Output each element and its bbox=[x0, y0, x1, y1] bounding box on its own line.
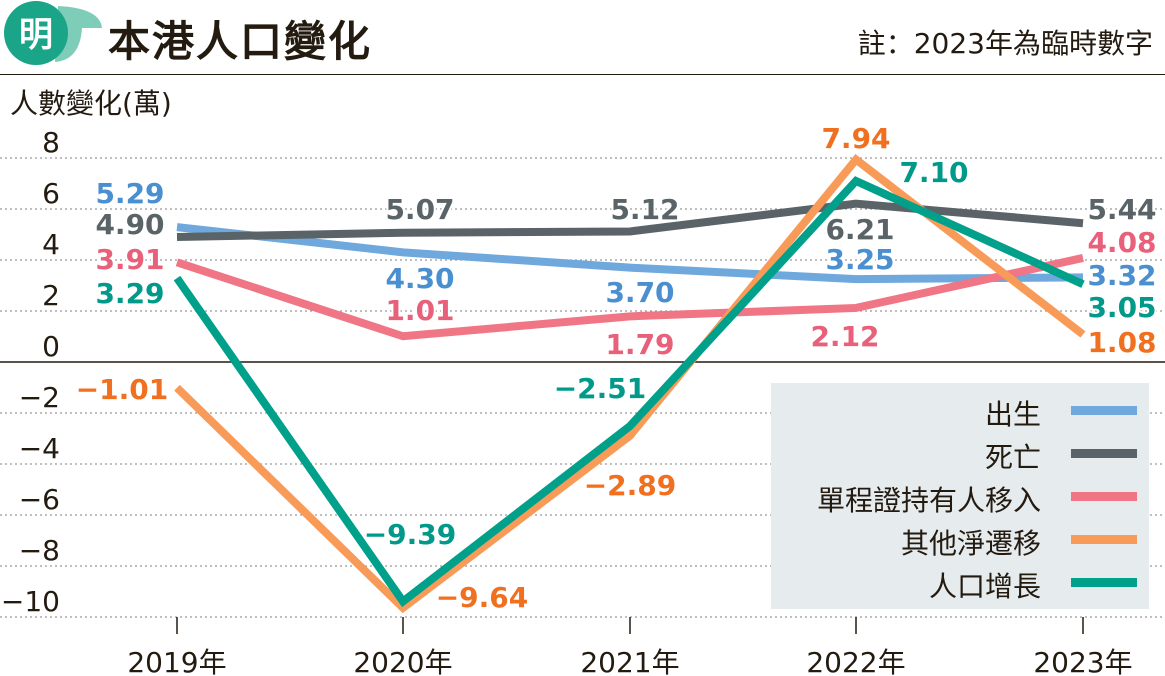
data-label: −1.01 bbox=[76, 373, 169, 406]
series-line-2 bbox=[175, 254, 1084, 341]
legend-swatch bbox=[1071, 492, 1137, 501]
data-label: −9.39 bbox=[364, 518, 457, 551]
logo-text: 明 bbox=[19, 15, 53, 55]
chart-note: 註：2023年為臨時數字 bbox=[857, 27, 1153, 60]
data-label: 3.91 bbox=[95, 243, 164, 276]
y-tick-label: −10 bbox=[1, 585, 60, 618]
data-label: 7.10 bbox=[899, 156, 968, 189]
y-tick-label: −2 bbox=[19, 381, 60, 414]
x-tick-label: 2022年 bbox=[806, 646, 905, 676]
y-tick-label: 8 bbox=[42, 126, 60, 159]
y-axis-label: 人數變化(萬) bbox=[10, 87, 172, 120]
y-tick-label: 2 bbox=[42, 279, 60, 312]
x-tick-label: 2019年 bbox=[127, 646, 226, 676]
data-label: −9.64 bbox=[436, 581, 529, 614]
y-tick-label: 4 bbox=[42, 228, 60, 261]
data-label: 1.01 bbox=[385, 294, 454, 327]
legend-label: 出生 bbox=[984, 398, 1041, 431]
data-label: 3.29 bbox=[95, 277, 164, 310]
y-tick-label: −4 bbox=[19, 432, 60, 465]
x-tick-label: 2020年 bbox=[353, 646, 452, 676]
legend-label: 死亡 bbox=[984, 441, 1041, 474]
legend-swatch bbox=[1071, 449, 1137, 458]
data-label: 4.90 bbox=[95, 208, 164, 241]
legend: 出生死亡單程證持有人移入其他淨遷移人口增長 bbox=[771, 383, 1149, 609]
data-label: 6.21 bbox=[825, 213, 894, 246]
legend-label: 人口增長 bbox=[928, 570, 1041, 603]
series-line-0 bbox=[176, 223, 1084, 284]
chart-title: 本港人口變化 bbox=[108, 17, 373, 66]
data-label: 5.44 bbox=[1087, 193, 1156, 226]
data-label: 1.79 bbox=[605, 328, 674, 361]
x-tick-label: 2023年 bbox=[1033, 646, 1132, 676]
data-label: 1.08 bbox=[1087, 326, 1156, 359]
y-tick-label: −6 bbox=[19, 483, 60, 516]
y-tick-label: −8 bbox=[19, 534, 60, 567]
legend-swatch bbox=[1071, 535, 1137, 544]
data-label: 4.30 bbox=[385, 262, 454, 295]
data-label: −2.89 bbox=[584, 469, 677, 502]
header-divider bbox=[0, 74, 1165, 75]
data-label: 5.07 bbox=[385, 193, 454, 226]
series-line-4 bbox=[173, 176, 1085, 608]
y-tick-label: 0 bbox=[42, 330, 60, 363]
series-line-1 bbox=[176, 199, 1084, 242]
data-label: 3.05 bbox=[1087, 291, 1156, 324]
data-label: −2.51 bbox=[554, 372, 647, 405]
data-label: 5.12 bbox=[610, 193, 679, 226]
data-label: 4.08 bbox=[1087, 226, 1156, 259]
x-tick-label: 2021年 bbox=[580, 646, 679, 676]
data-label: 7.94 bbox=[821, 122, 890, 155]
legend-swatch bbox=[1071, 578, 1137, 587]
logo: 明 bbox=[4, 1, 102, 65]
data-label: 3.25 bbox=[825, 243, 894, 276]
data-label: 2.12 bbox=[810, 320, 879, 353]
legend-label: 其他淨遷移 bbox=[900, 527, 1041, 560]
legend-swatch bbox=[1071, 406, 1137, 415]
data-label: 3.32 bbox=[1087, 259, 1156, 292]
legend-label: 單程證持有人移入 bbox=[816, 484, 1041, 517]
data-label: 5.29 bbox=[95, 177, 164, 210]
data-label: 3.70 bbox=[605, 276, 674, 309]
y-tick-label: 6 bbox=[42, 177, 60, 210]
